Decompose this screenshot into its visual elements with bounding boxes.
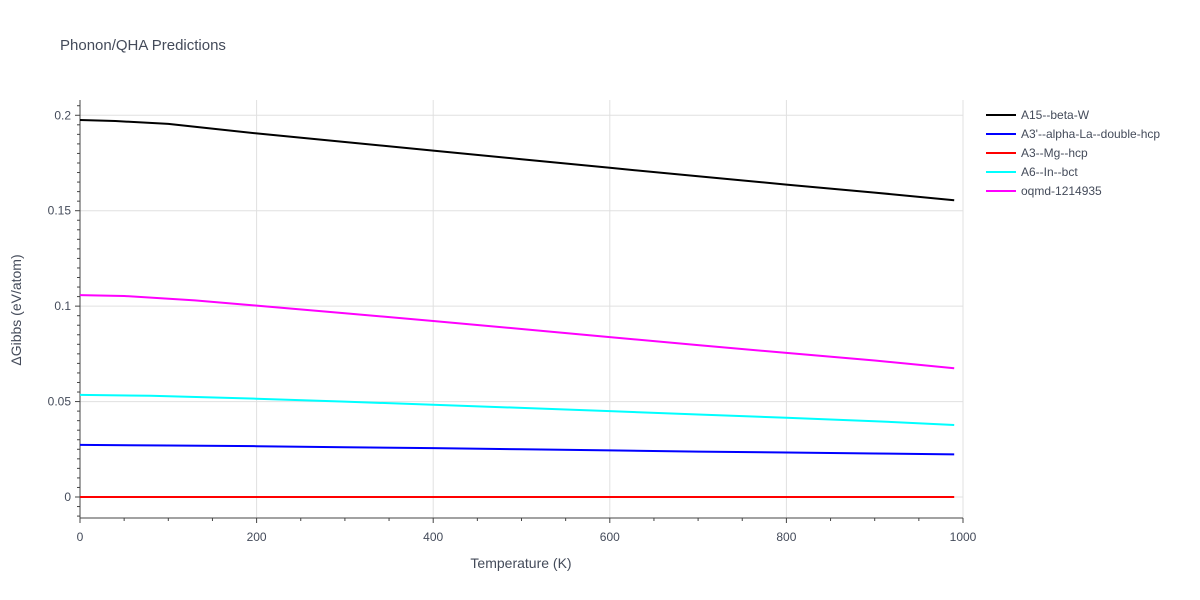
x-tick-label: 200 (247, 530, 267, 544)
legend-label: A6--In--bct (1021, 165, 1078, 179)
x-tick-label: 0 (77, 530, 84, 544)
axes (79, 100, 963, 519)
legend-label: A3--Mg--hcp (1021, 146, 1088, 160)
series-line-A6--In--bct (79, 393, 955, 426)
x-tick-label: 400 (423, 530, 443, 544)
y-axis-label: ΔGibbs (eV/atom) (8, 254, 24, 365)
x-tick-label: 600 (600, 530, 620, 544)
chart-title: Phonon/QHA Predictions (60, 37, 226, 54)
y-tick-label: 0 (64, 490, 71, 504)
legend-label: A3'--alpha-La--double-hcp (1021, 127, 1160, 141)
legend-item[interactable]: A3--Mg--hcp (986, 146, 1088, 160)
x-tick-label: 1000 (950, 530, 977, 544)
y-tick-label: 0.15 (48, 204, 72, 218)
legend-item[interactable]: oqmd-1214935 (986, 184, 1102, 198)
x-tick-label: 800 (776, 530, 796, 544)
y-tick-label: 0.1 (54, 299, 71, 313)
y-tick-label: 0.2 (54, 108, 71, 122)
ticks: 0 200 400 600 800 1000 0 0.05 0.1 0.15 0.2 (48, 105, 977, 544)
series-lines (79, 119, 955, 498)
legend-item[interactable]: A15--beta-W (986, 108, 1090, 122)
x-axis-label: Temperature (K) (470, 555, 571, 571)
legend-item[interactable]: A3'--alpha-La--double-hcp (986, 127, 1160, 141)
legend[interactable]: A15--beta-W A3'--alpha-La--double-hcp A3--… (986, 108, 1160, 198)
series-line-A3'--alpha-La--double-hcp (79, 443, 955, 456)
grid (80, 100, 964, 518)
series-line-A15--beta-W (79, 119, 955, 202)
y-tick-label: 0.05 (48, 395, 72, 409)
series-line-oqmd-1214935 (79, 294, 955, 370)
legend-label: A15--beta-W (1021, 108, 1090, 122)
legend-label: oqmd-1214935 (1021, 184, 1102, 198)
legend-item[interactable]: A6--In--bct (986, 165, 1078, 179)
